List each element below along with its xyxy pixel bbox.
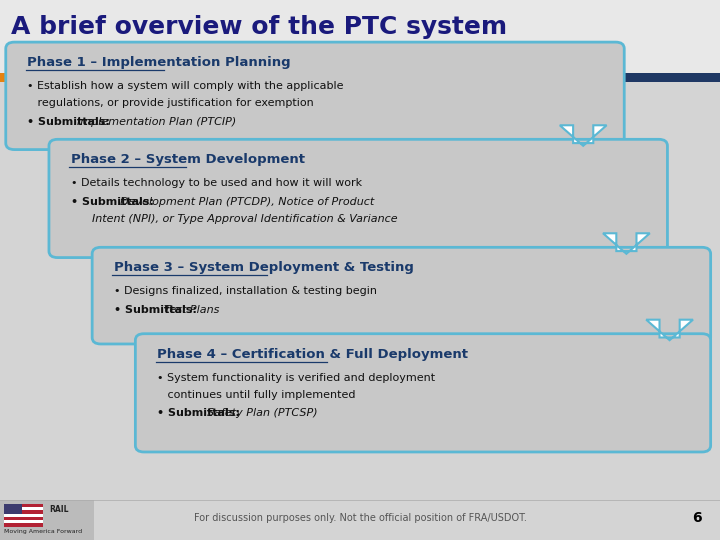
Text: regulations, or provide justification for exemption: regulations, or provide justification fo… [27, 98, 314, 109]
Text: • System functionality is verified and deployment: • System functionality is verified and d… [157, 373, 435, 383]
Text: • Submittals:: • Submittals: [157, 408, 243, 418]
FancyBboxPatch shape [4, 504, 22, 514]
Text: Test Plans: Test Plans [163, 305, 219, 315]
Text: Intent (NPI), or Type Approval Identification & Variance: Intent (NPI), or Type Approval Identific… [71, 214, 397, 224]
Text: • Establish how a system will comply with the applicable: • Establish how a system will comply wit… [27, 81, 344, 91]
Text: • Details technology to be used and how it will work: • Details technology to be used and how … [71, 178, 361, 188]
FancyBboxPatch shape [92, 247, 711, 344]
FancyBboxPatch shape [4, 510, 43, 514]
FancyBboxPatch shape [0, 73, 720, 82]
Text: Development Plan (PTCDP), Notice of Product: Development Plan (PTCDP), Notice of Prod… [120, 197, 374, 207]
Text: For discussion purposes only. Not the official position of FRA/USDOT.: For discussion purposes only. Not the of… [194, 514, 526, 523]
Text: Phase 2 – System Development: Phase 2 – System Development [71, 153, 305, 166]
Text: continues until fully implemented: continues until fully implemented [157, 390, 356, 400]
FancyBboxPatch shape [4, 514, 43, 517]
Polygon shape [603, 233, 649, 254]
Polygon shape [560, 125, 606, 146]
FancyBboxPatch shape [135, 334, 711, 452]
FancyBboxPatch shape [0, 73, 40, 82]
FancyBboxPatch shape [4, 520, 43, 523]
Text: A brief overview of the PTC system: A brief overview of the PTC system [11, 15, 507, 39]
FancyBboxPatch shape [49, 139, 667, 258]
Text: • Submittals:: • Submittals: [71, 197, 157, 207]
FancyBboxPatch shape [4, 507, 43, 510]
Text: • Submittals:: • Submittals: [114, 305, 200, 315]
Text: • Submittals:: • Submittals: [27, 117, 114, 127]
Text: Moving America Forward: Moving America Forward [4, 529, 82, 535]
FancyBboxPatch shape [0, 0, 720, 75]
FancyBboxPatch shape [4, 517, 43, 520]
Text: • Designs finalized, installation & testing begin: • Designs finalized, installation & test… [114, 286, 377, 296]
Text: Phase 4 – Certification & Full Deployment: Phase 4 – Certification & Full Deploymen… [157, 348, 468, 361]
FancyBboxPatch shape [0, 500, 94, 540]
FancyBboxPatch shape [4, 504, 43, 507]
FancyBboxPatch shape [6, 42, 624, 150]
Text: RAIL: RAIL [49, 505, 68, 514]
Polygon shape [647, 320, 693, 340]
Text: certification process: certification process [11, 43, 300, 67]
Text: 6: 6 [693, 511, 702, 525]
Text: Implementation Plan (PTCIP): Implementation Plan (PTCIP) [77, 117, 236, 127]
FancyBboxPatch shape [4, 523, 43, 526]
Text: Safety Plan (PTCSP): Safety Plan (PTCSP) [207, 408, 318, 418]
Text: Phase 3 – System Deployment & Testing: Phase 3 – System Deployment & Testing [114, 261, 413, 274]
Text: Phase 1 – Implementation Planning: Phase 1 – Implementation Planning [27, 56, 291, 69]
